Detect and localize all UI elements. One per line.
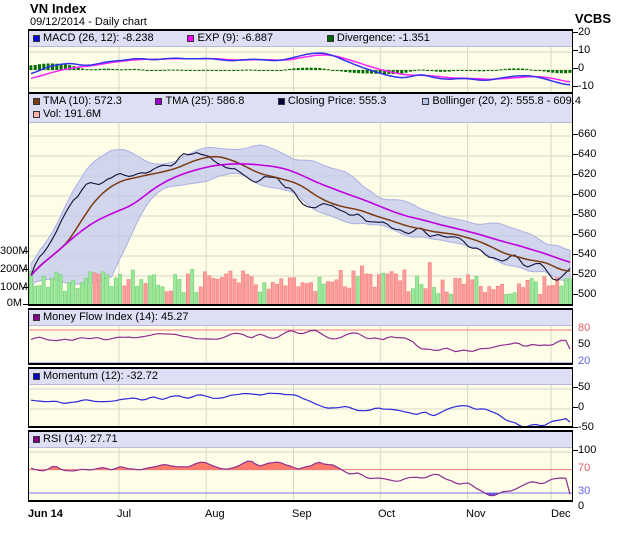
legend-macd[interactable]: MACD (26, 12): -8.238 — [33, 32, 183, 45]
rsi-tick-30: 30 — [578, 485, 591, 497]
price-tick-580: 580 — [578, 208, 597, 220]
legend-rsi[interactable]: RSI (14): 27.71 — [33, 433, 118, 446]
legend-swatch-rsi — [33, 436, 40, 443]
momentum-tick-50: 50 — [578, 381, 591, 393]
momentum-tick-0: 0 — [578, 401, 585, 413]
legend-swatch-macd — [33, 35, 40, 42]
legend-closing-price[interactable]: Closing Price: 555.3 — [277, 95, 418, 108]
legend-tma25[interactable]: TMA (25): 586.8 — [155, 95, 273, 108]
momentum-panel: Momentum (12): -32.72 — [28, 367, 573, 428]
mfi-tick-50: 50 — [578, 338, 591, 350]
xtick-sep: Sep — [292, 508, 312, 520]
legend-volume[interactable]: Vol: 191.6M — [33, 108, 101, 121]
vol-tick-200M: 200M — [0, 263, 28, 275]
price-tick-500: 500 — [578, 288, 597, 300]
page-title: VN Index — [30, 1, 87, 16]
price-tick-620: 620 — [578, 168, 597, 180]
legend-exp[interactable]: EXP (9): -6.887 — [187, 32, 322, 45]
momentum-tick-neg50: -50 — [578, 421, 594, 433]
price-tick-640: 640 — [578, 148, 597, 160]
mfi-tick-20: 20 — [578, 355, 591, 367]
price-tick-660: 660 — [578, 128, 597, 140]
legend-tma10[interactable]: TMA (10): 572.3 — [33, 95, 151, 108]
rsi-legend: RSI (14): 27.71 — [29, 432, 572, 448]
rsi-plot — [29, 432, 572, 500]
price-legend: TMA (10): 572.3 TMA (25): 586.8 Closing … — [29, 94, 581, 123]
xtick-nov: Nov — [466, 508, 486, 520]
macd-tick-20: 20 — [578, 26, 591, 38]
legend-swatch-divergence — [326, 35, 334, 42]
legend-swatch-closing-price — [277, 98, 285, 105]
vol-tick-300M: 300M — [0, 245, 28, 257]
price-tick-540: 540 — [578, 248, 597, 260]
momentum-legend: Momentum (12): -32.72 — [29, 369, 572, 385]
xtick-aug: Aug — [205, 508, 225, 520]
macd-tick-10: 10 — [578, 44, 591, 56]
legend-swatch-exp — [187, 35, 195, 42]
chart-subtitle: 09/12/2014 - Daily chart — [30, 16, 147, 28]
legend-swatch-tma10 — [33, 98, 40, 105]
mfi-panel: Money Flow Index (14): 45.27 — [28, 308, 573, 365]
price-tick-560: 560 — [578, 228, 597, 240]
price-tick-520: 520 — [578, 268, 597, 280]
rsi-tick-70: 70 — [578, 462, 591, 474]
legend-bollinger[interactable]: Bollinger (20, 2): 555.8 - 609.4 — [422, 95, 581, 108]
xtick-jun: Jun 14 — [28, 508, 63, 520]
legend-swatch-tma25 — [155, 98, 163, 105]
xtick-jul: Jul — [117, 508, 132, 520]
legend-swatch-momentum — [33, 373, 40, 380]
legend-momentum[interactable]: Momentum (12): -32.72 — [33, 370, 158, 383]
mfi-legend: Money Flow Index (14): 45.27 — [29, 310, 572, 326]
macd-panel: MACD (26, 12): -8.238 EXP (9): -6.887 Di… — [28, 29, 573, 92]
xtick-dec: Dec — [551, 508, 571, 520]
price-plot — [29, 94, 572, 304]
price-tick-600: 600 — [578, 188, 597, 200]
legend-mfi[interactable]: Money Flow Index (14): 45.27 — [33, 311, 189, 324]
legend-swatch-volume — [33, 111, 40, 118]
momentum-plot — [29, 369, 572, 426]
price-panel: TMA (10): 572.3 TMA (25): 586.8 Closing … — [28, 92, 581, 306]
legend-swatch-mfi — [33, 314, 40, 321]
rsi-tick-100: 100 — [578, 444, 597, 456]
xtick-oct: Oct — [378, 508, 396, 520]
rsi-tick-0: 0 — [578, 500, 585, 512]
legend-swatch-bollinger — [422, 98, 430, 105]
legend-divergence[interactable]: Divergence: -1.351 — [326, 32, 430, 45]
macd-legend: MACD (26, 12): -8.238 EXP (9): -6.887 Di… — [29, 31, 572, 47]
macd-tick-0: 0 — [578, 62, 585, 74]
brand-label: VCBS — [574, 11, 611, 26]
mfi-tick-80: 80 — [578, 322, 591, 334]
vol-tick-0M: 0M — [6, 297, 22, 309]
macd-tick-neg10: -10 — [578, 80, 594, 92]
vol-tick-100M: 100M — [0, 281, 28, 293]
rsi-panel: RSI (14): 27.71 — [28, 430, 573, 502]
